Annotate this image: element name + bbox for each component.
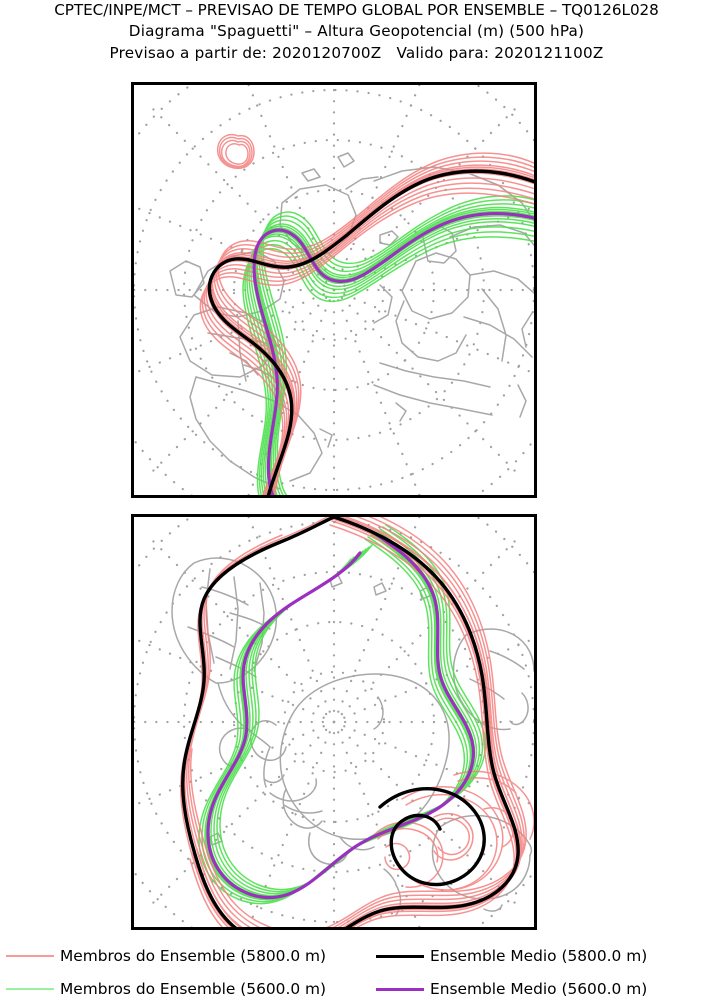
chart-title-block: CPTEC/INPE/MCT – PREVISAO DE TEMPO GLOBA… — [0, 0, 713, 64]
legend-label-members-5800: Membros do Ensemble (5800.0 m) — [60, 947, 327, 965]
legend-swatch-members-5600 — [6, 988, 54, 990]
legend-label-mean-5600: Ensemble Medio (5600.0 m) — [430, 980, 648, 998]
northern-hemisphere-map — [134, 85, 534, 495]
title-line-diagram: Diagrama "Spaguetti" – Altura Geopotenci… — [128, 22, 585, 40]
contour-mean-5800 — [207, 169, 534, 495]
legend-item-mean-5800: Ensemble Medio (5800.0 m) — [376, 941, 647, 971]
contour-mean-5800 — [181, 517, 520, 927]
title-line-times: Previsao a partir de: 2020120700Z Valido… — [109, 44, 604, 62]
legend-swatch-members-5800 — [6, 955, 54, 957]
map-panel-northern-hemisphere[interactable] — [131, 82, 537, 498]
legend-item-members-5800: Membros do Ensemble (5800.0 m) — [6, 941, 326, 971]
map-panel-southern-hemisphere[interactable] — [131, 514, 537, 930]
legend-item-members-5600: Membros do Ensemble (5600.0 m) — [6, 974, 326, 1004]
title-line-institution: CPTEC/INPE/MCT – PREVISAO DE TEMPO GLOBA… — [54, 1, 659, 19]
legend-label-members-5600: Membros do Ensemble (5600.0 m) — [60, 980, 327, 998]
legend: Membros do Ensemble (5800.0 m) Ensemble … — [0, 938, 713, 1001]
contour-mean-5600 — [252, 211, 534, 495]
legend-label-mean-5800: Ensemble Medio (5800.0 m) — [430, 947, 648, 965]
graticule-meridians — [134, 517, 534, 927]
contour-mean-5600 — [206, 531, 475, 900]
legend-swatch-mean-5800 — [376, 954, 424, 958]
southern-hemisphere-map — [134, 517, 534, 927]
legend-item-mean-5600: Ensemble Medio (5600.0 m) — [376, 974, 647, 1004]
legend-swatch-mean-5600 — [376, 987, 424, 991]
